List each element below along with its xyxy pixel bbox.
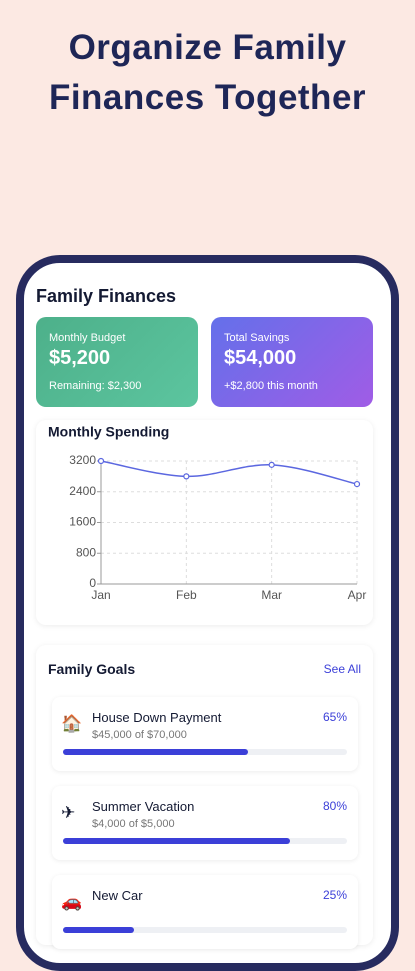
chart-title: Monthly Spending	[48, 424, 169, 440]
spending-panel: Monthly Spending 0 800 1600 2400 3200 Jan Feb M…	[36, 420, 373, 625]
goal-card[interactable]: ✈ Summer Vacation $4,000 of $5,000 80%	[52, 786, 358, 860]
y-tick-label: 2400	[69, 484, 96, 498]
goal-percent: 80%	[322, 799, 347, 813]
goals-title: Family Goals	[48, 661, 136, 677]
y-tick-label: 0	[89, 576, 96, 590]
goal-name: House Down Payment	[92, 710, 222, 725]
y-tick-label: 3200	[69, 453, 96, 467]
card-amount: $5,200	[49, 347, 111, 369]
headline: Organize Family	[68, 28, 347, 67]
progress-fill	[63, 927, 134, 933]
budget-card[interactable]: Monthly Budget $5,200 Remaining: $2,300	[36, 317, 198, 407]
goal-name: New Car	[92, 888, 143, 903]
card-label: Monthly Budget	[49, 332, 126, 344]
progress-fill	[63, 749, 248, 755]
goal-icon: 🏠	[61, 714, 83, 733]
x-tick-label: Feb	[176, 588, 197, 602]
x-tick-label: Mar	[261, 588, 282, 602]
data-point	[183, 473, 190, 480]
page: {"header": {"title_lines": ["Organize Fa…	[16, 28, 399, 971]
data-point	[268, 461, 275, 468]
progress-fill	[63, 838, 291, 844]
goal-name: Summer Vacation	[92, 799, 195, 814]
progress-track	[63, 838, 347, 844]
progress-track	[63, 749, 347, 755]
card-amount: $54,000	[224, 347, 297, 369]
goal-detail: $45,000 of $70,000	[92, 729, 187, 741]
headline: Finances Together	[48, 78, 367, 117]
x-tick-label: Apr	[348, 588, 367, 602]
card-note: +$2,800 this month	[224, 380, 318, 392]
card-note: Remaining: $2,300	[49, 380, 142, 392]
goal-detail: $4,000 of $5,000	[92, 818, 175, 830]
goal-icon: ✈	[61, 803, 76, 822]
y-tick-label: 1600	[69, 515, 96, 529]
progress-track	[63, 927, 347, 933]
y-tick-label: 800	[76, 545, 96, 559]
chart: Monthly Spending 0 800 1600 2400 3200 Jan Feb M…	[48, 424, 367, 602]
goal-percent: 65%	[322, 710, 347, 724]
goal-percent: 25%	[322, 888, 347, 902]
data-point	[353, 480, 361, 488]
goal-card[interactable]: 🏠 House Down Payment $45,000 of $70,000 65%	[52, 697, 358, 771]
x-tick-label: Jan	[91, 588, 110, 602]
goal-card[interactable]: 🚗 New Car 25%	[52, 875, 358, 949]
app-title: Family Finances	[36, 286, 177, 306]
card-label: Total Savings	[224, 332, 290, 344]
data-point	[97, 457, 105, 465]
savings-card[interactable]: Total Savings $54,000 +$2,800 this month	[211, 317, 373, 407]
spending-line	[100, 460, 358, 485]
see-all-link[interactable]: See All	[323, 662, 361, 676]
goal-icon: 🚗	[61, 892, 83, 911]
